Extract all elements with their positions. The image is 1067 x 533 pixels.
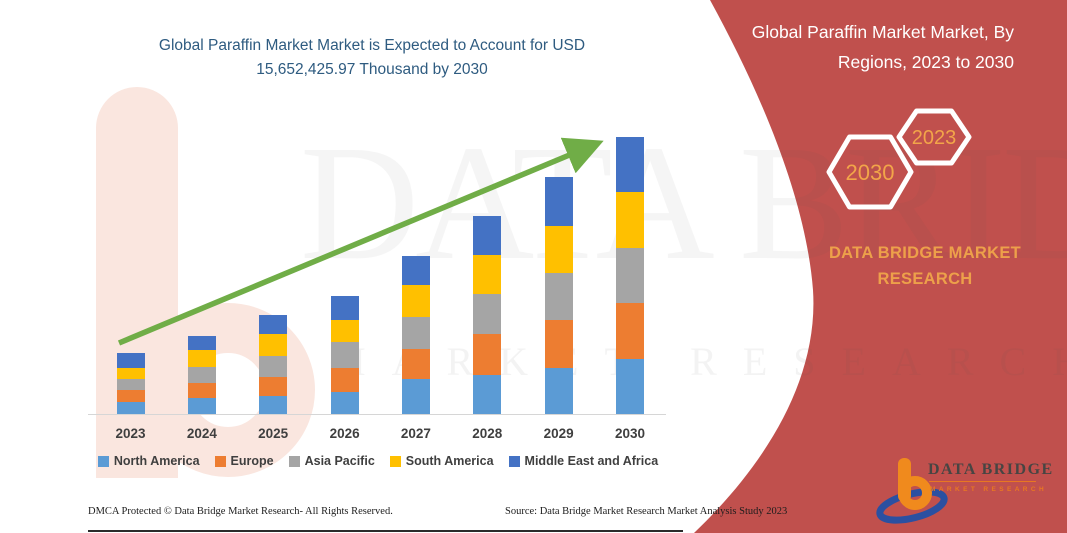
- x-axis-label: 2030: [614, 426, 646, 441]
- bar-segment-north-america-2024: [187, 398, 216, 414]
- bar-segment-middle-east-and-africa-2030: [616, 137, 644, 192]
- bar-segment-asia-pacific-2028: [473, 294, 502, 334]
- brand-text: DATA BRIDGE MARKET RESEARCH: [810, 240, 1040, 292]
- bar-segment-middle-east-and-africa-2026: [330, 295, 359, 320]
- bar-segment-north-america-2027: [401, 379, 430, 414]
- bar-segment-north-america-2029: [544, 368, 573, 414]
- legend-swatch: [389, 455, 401, 467]
- bar-segment-south-america-2024: [187, 349, 216, 367]
- bar-segment-europe-2028: [473, 334, 502, 375]
- legend-swatch: [508, 455, 520, 467]
- legend-label: Middle East and Africa: [524, 454, 659, 468]
- bar-segment-south-america-2023: [116, 368, 145, 379]
- hexagon-2030: [826, 134, 914, 210]
- x-axis-label: 2029: [543, 426, 574, 441]
- bar-segment-middle-east-and-africa-2023: [116, 352, 145, 368]
- bar-segment-europe-2024: [187, 383, 216, 398]
- footer-dmca: DMCA Protected © Data Bridge Market Rese…: [88, 506, 393, 517]
- sidebar-title: Global Paraffin Market Market, By Region…: [751, 22, 1014, 72]
- hexagon-label-2030: 2030: [845, 160, 895, 185]
- legend-swatch: [97, 455, 109, 467]
- legend-swatch: [214, 455, 226, 467]
- legend-label: Europe: [230, 454, 274, 468]
- bar-segment-south-america-2027: [401, 284, 430, 318]
- legend-label: Asia Pacific: [304, 454, 375, 468]
- bar-segment-asia-pacific-2029: [544, 273, 573, 320]
- logo-underline: [929, 481, 1036, 482]
- bar-segment-south-america-2028: [473, 254, 502, 294]
- legend-swatch: [288, 455, 300, 467]
- dbmr-logo-icon: [876, 458, 948, 524]
- bar-segment-asia-pacific-2023: [116, 379, 145, 390]
- legend-item: Middle East and Africa: [508, 454, 659, 468]
- bar-segment-south-america-2026: [330, 320, 359, 342]
- bar-segment-asia-pacific-2030: [616, 248, 644, 303]
- bar-segment-middle-east-and-africa-2028: [473, 215, 502, 255]
- brand-line2: RESEARCH: [877, 270, 973, 288]
- chart-legend: North America Europe Asia Pacific South Ame…: [84, 454, 672, 468]
- legend-item: North America: [97, 454, 200, 468]
- bar-segment-asia-pacific-2024: [187, 366, 216, 383]
- bar-segment-asia-pacific-2025: [259, 355, 288, 377]
- x-axis-label: 2024: [186, 426, 217, 441]
- bar-segment-north-america-2026: [330, 391, 359, 414]
- footer-source: Source: Data Bridge Market Research Mark…: [505, 506, 788, 517]
- bar-segment-europe-2026: [330, 368, 359, 392]
- legend-label: South America: [405, 454, 494, 468]
- bar-segment-europe-2029: [544, 320, 573, 368]
- x-axis-label: 2023: [115, 426, 146, 441]
- background-watermark-subtext: MARKET RESEARCH: [330, 339, 1067, 384]
- bar-segment-asia-pacific-2026: [330, 341, 359, 368]
- bar-segment-north-america-2023: [116, 401, 145, 414]
- bar-segment-europe-2027: [401, 349, 430, 379]
- bar-segment-south-america-2025: [259, 334, 288, 356]
- legend-item: Europe: [214, 454, 274, 468]
- x-axis-label: 2028: [472, 426, 503, 441]
- bar-segment-north-america-2028: [473, 375, 502, 414]
- legend-label: North America: [113, 454, 200, 468]
- bar-segment-middle-east-and-africa-2025: [259, 314, 288, 334]
- footer-divider: [88, 530, 683, 532]
- bar-segment-asia-pacific-2027: [401, 317, 430, 349]
- logo-subtitle: MARKET RESEARCH: [930, 486, 1048, 493]
- bar-segment-north-america-2030: [616, 358, 644, 414]
- legend-item: Asia Pacific: [288, 454, 375, 468]
- bar-segment-south-america-2030: [616, 192, 644, 248]
- brand-line1: DATA BRIDGE MARKET: [828, 244, 1022, 262]
- bar-segment-europe-2025: [259, 376, 288, 396]
- bar-segment-europe-2023: [116, 390, 145, 402]
- chart-title: Global Paraffin Market Market is Expecte…: [158, 37, 586, 79]
- x-axis-label: 2027: [400, 426, 431, 441]
- x-axis-label: 2025: [258, 426, 289, 441]
- bar-segment-middle-east-and-africa-2024: [187, 335, 216, 350]
- x-axis-label: 2026: [329, 426, 360, 441]
- axis-baseline: [88, 414, 666, 415]
- hexagon-2023: [896, 108, 972, 166]
- legend-item: South America: [389, 454, 494, 468]
- logo-name: DATA BRIDGE: [928, 461, 1054, 478]
- hexagon-label-2023: 2023: [911, 127, 957, 149]
- bar-segment-south-america-2029: [544, 225, 573, 273]
- bar-segment-europe-2030: [616, 303, 644, 359]
- trend-arrow-icon: [117, 137, 604, 346]
- bar-segment-north-america-2025: [259, 395, 288, 414]
- bar-segment-middle-east-and-africa-2029: [544, 176, 573, 226]
- bar-segment-middle-east-and-africa-2027: [401, 256, 430, 285]
